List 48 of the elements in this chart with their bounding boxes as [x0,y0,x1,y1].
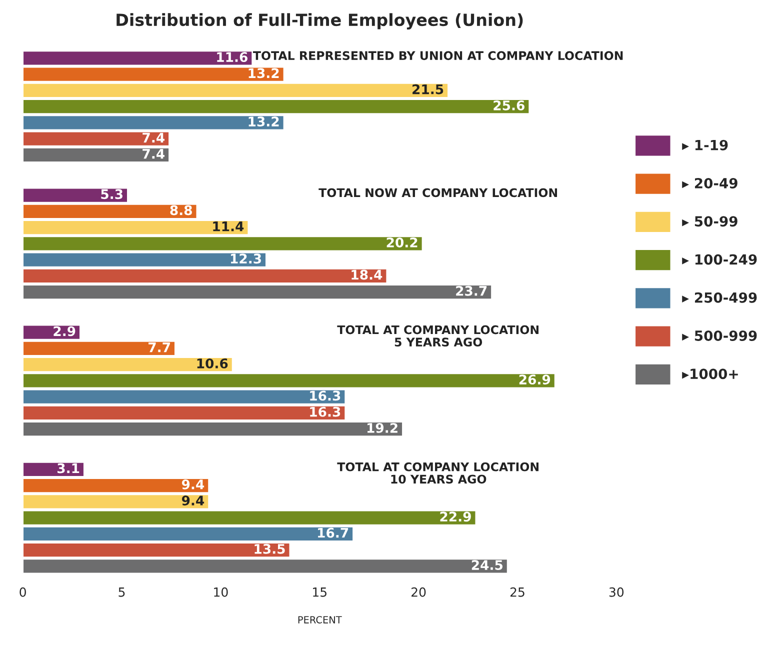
y-tick-label: TOTAL NOW AT COMPANY LOCATION [318,188,558,198]
data-label: 18.4 [352,270,382,280]
legend-label: ▸ 250-499 [682,292,757,303]
data-label: 19.2 [367,422,398,433]
x-tick-label: 0 [20,587,26,597]
data-label: 21.5 [412,84,444,94]
data-label: 11.4 [213,222,244,232]
chart-title: Distribution of Full-Time Employees (Union) [116,13,523,30]
data-label: 3.1 [58,463,80,474]
data-label: 24.5 [472,560,502,570]
data-label: 23.7 [456,286,487,296]
data-label: 12.3 [230,254,261,264]
y-tick-label: TOTAL AT COMPANY LOCATION 10 YEARS AGO [337,462,538,484]
data-label: 2.9 [54,326,76,336]
data-label: 5.3 [101,189,122,200]
data-label: 16.7 [318,528,348,538]
data-label: 10.6 [197,358,228,368]
data-label: 7.4 [142,132,164,142]
data-label: 9.4 [182,496,204,506]
legend-label: ▸ 100-249 [682,254,757,265]
data-label: 13.2 [248,68,279,78]
data-label: 26.9 [519,374,550,385]
data-label: 16.3 [310,406,340,417]
data-label: 13.2 [248,116,279,127]
data-label: 22.9 [440,512,471,522]
x-tick-label: 10 [214,587,228,597]
data-label: 11.6 [217,52,248,62]
data-label: 13.5 [254,544,285,554]
legend-label: ▸ 50-99 [682,216,738,227]
data-label: 8.8 [170,205,192,216]
x-tick-label: 30 [609,587,624,597]
y-tick-label: TOTAL REPRESENTED BY UNION AT COMPANY LOCATION [253,51,623,60]
x-tick-label: 15 [313,588,326,597]
x-tick-label: 20 [412,587,426,597]
x-tick-label: 25 [510,587,524,597]
data-label: 20.2 [386,237,418,248]
legend-label: ▸ 1-19 [682,140,728,150]
data-label: 7.7 [148,342,170,352]
legend-label: ▸ 500-999 [682,330,757,341]
y-tick-label: TOTAL AT COMPANY LOCATION 5 YEARS AGO [337,325,538,347]
x-axis-title: PERCENT [298,616,342,624]
legend-label: ▸ 20-49 [682,178,738,188]
x-tick-label: 5 [118,588,125,597]
data-label: 25.6 [494,100,524,110]
data-label: 16.3 [310,390,340,401]
data-label: 9.4 [182,479,204,490]
data-label: 7.4 [142,148,164,159]
legend-label: ▸1000+ [682,368,738,380]
